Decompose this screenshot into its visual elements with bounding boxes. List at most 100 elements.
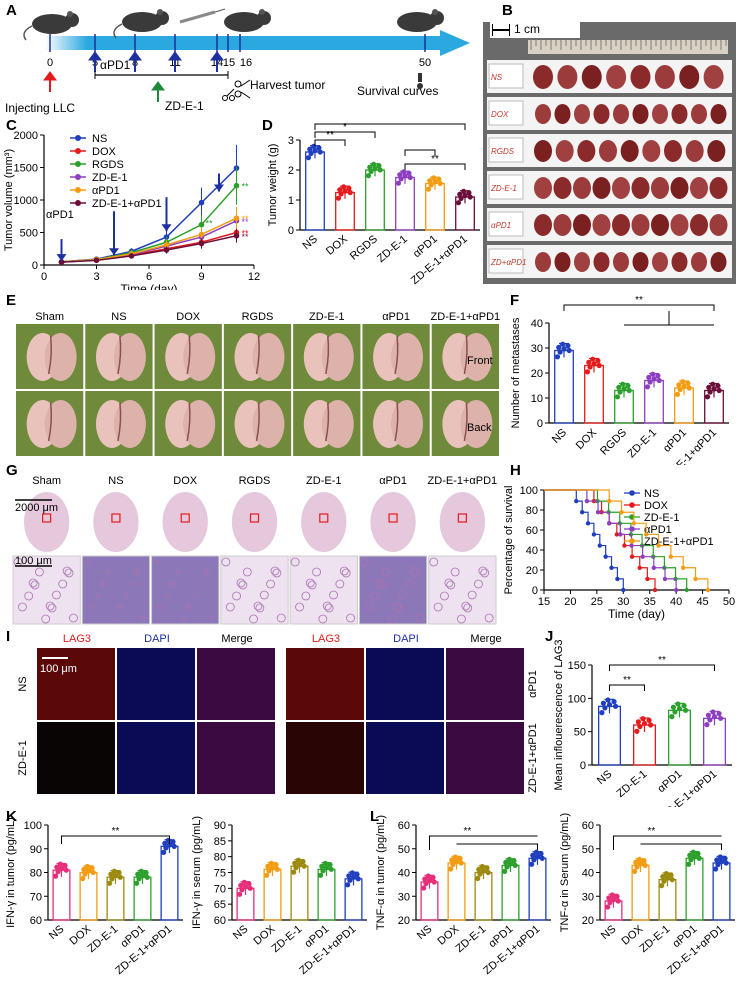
data-point xyxy=(605,904,611,910)
alveolus xyxy=(409,566,418,576)
data-point xyxy=(431,175,437,181)
panel-label-j: J xyxy=(545,628,554,645)
data-point xyxy=(596,362,602,369)
tumor xyxy=(691,104,707,124)
syringe-icon xyxy=(179,8,226,24)
alveolus xyxy=(392,601,401,611)
alveolus xyxy=(112,616,118,622)
column-label: Sham xyxy=(35,311,64,323)
row-tag-label: ZD+αPD1 xyxy=(490,258,526,267)
alveolus xyxy=(84,559,90,565)
panel-label-a: A xyxy=(6,2,17,19)
data-point xyxy=(198,240,205,247)
data-point xyxy=(715,861,721,868)
alveolus xyxy=(123,592,129,598)
column-label: NS xyxy=(111,311,126,323)
lung-lobe xyxy=(252,333,285,381)
histology-panel: Sham NS DOX RGDS ZD-E-1 αPD1 ZD-E-1+αPD1 2000 μ… xyxy=(12,470,497,626)
injection-arrow xyxy=(43,71,57,92)
timeline-day: 15 xyxy=(223,57,235,69)
zde1-arrow xyxy=(151,81,165,102)
x-tick-label: αPD1 xyxy=(661,427,689,455)
alveolus xyxy=(45,601,55,611)
trachea xyxy=(47,402,53,442)
alveolus xyxy=(259,590,269,600)
data-point xyxy=(53,873,59,879)
tumor xyxy=(535,104,551,124)
timeline-day: 16 xyxy=(240,57,252,69)
legend-label: DOX xyxy=(92,146,117,158)
scissors-icon xyxy=(234,79,251,99)
data-point xyxy=(566,347,572,354)
column-label: αPD1 xyxy=(382,311,410,323)
trachea xyxy=(117,402,122,442)
data-point xyxy=(422,876,428,882)
channel-label: DAPI xyxy=(144,633,170,645)
alveolus xyxy=(318,614,328,624)
data-point xyxy=(233,232,240,239)
y-tick-label: 80 xyxy=(214,852,226,864)
alveolus xyxy=(64,568,74,578)
tumor xyxy=(606,65,627,89)
alveolus xyxy=(480,568,490,578)
data-point xyxy=(453,858,460,865)
data-point xyxy=(636,856,642,862)
treatment-arrowhead xyxy=(109,248,119,256)
data-point xyxy=(615,898,621,904)
scale-bar-label: 1 cm xyxy=(514,22,541,36)
data-point xyxy=(690,849,696,855)
data-point xyxy=(163,845,169,851)
significance-bracket xyxy=(404,163,466,170)
column-label: ZD-E-1 xyxy=(309,311,344,323)
data-point xyxy=(345,882,351,888)
alveolus xyxy=(236,578,246,588)
tumor xyxy=(690,214,708,236)
alveolus xyxy=(270,566,280,576)
ruler xyxy=(528,40,728,54)
alveolus xyxy=(394,603,403,613)
data-point xyxy=(512,862,518,868)
x-tick-label: DOX xyxy=(574,426,600,452)
x-tick-label: 30 xyxy=(617,596,629,608)
data-point xyxy=(428,182,434,188)
data-point xyxy=(346,873,352,879)
data-point xyxy=(295,857,301,863)
tumor xyxy=(534,214,552,236)
data-point xyxy=(561,346,567,352)
data-point xyxy=(292,860,298,866)
fluorescence-image xyxy=(286,648,364,720)
tumor xyxy=(535,252,551,272)
data-point xyxy=(436,176,442,182)
fluorescence-image xyxy=(117,722,195,794)
x-tick-label: 20 xyxy=(564,596,576,608)
survival-curve xyxy=(544,489,688,590)
lung-lobe xyxy=(321,400,354,448)
data-point xyxy=(660,874,666,880)
data-point xyxy=(661,878,667,884)
data-point xyxy=(715,383,721,389)
survival-curve xyxy=(544,489,677,590)
data-point xyxy=(264,872,270,878)
data-point xyxy=(626,387,632,394)
data-point xyxy=(710,381,716,387)
alveolus xyxy=(140,615,146,621)
data-point xyxy=(711,714,718,720)
panel-label-k: K xyxy=(6,808,17,825)
zoom-box xyxy=(457,513,467,523)
tumor xyxy=(581,65,602,89)
zoom-box xyxy=(319,513,329,523)
tumor xyxy=(593,252,610,272)
data-point xyxy=(669,714,675,720)
data-point xyxy=(710,709,716,715)
data-point xyxy=(58,259,65,265)
alveolus xyxy=(232,591,241,601)
alveolus xyxy=(175,569,181,575)
fluorescence-image xyxy=(446,648,524,720)
alveolus xyxy=(203,568,209,574)
zde1-label: ZD-E-1 xyxy=(165,99,204,113)
lung-lobe xyxy=(460,400,493,448)
tumor xyxy=(632,252,649,272)
significance-mark: * xyxy=(343,122,347,133)
data-point xyxy=(377,167,383,173)
data-point xyxy=(599,710,605,716)
